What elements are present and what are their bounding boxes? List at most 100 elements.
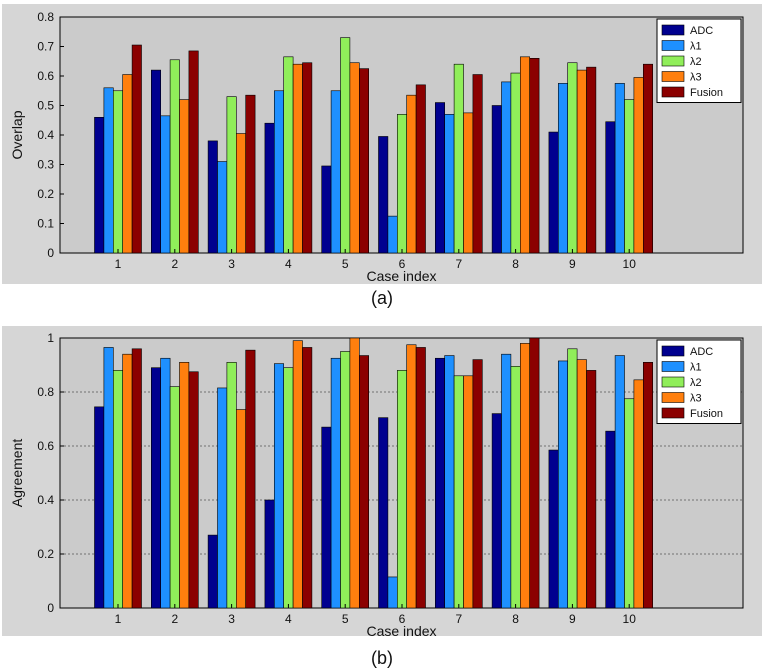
bar [188, 371, 199, 609]
bar [169, 386, 180, 609]
x-tick-label: 7 [455, 257, 462, 271]
y-tick-label: 0.8 [37, 10, 54, 24]
bar [472, 74, 483, 254]
bar [283, 367, 294, 609]
bar [378, 417, 389, 609]
legend-label: λ2 [690, 56, 702, 68]
legend-swatch [661, 55, 685, 67]
bar [94, 117, 105, 254]
x-tick-label: 9 [569, 257, 576, 271]
bar [207, 534, 218, 609]
bar [302, 62, 313, 254]
bar [330, 90, 341, 254]
bar [273, 363, 284, 609]
bar [292, 340, 303, 609]
bar [642, 361, 653, 609]
bar [519, 56, 530, 254]
y-tick-label: 0.3 [37, 158, 54, 172]
x-axis-label: Case index [366, 623, 436, 639]
bar [245, 94, 256, 254]
bar [131, 348, 142, 609]
bar [463, 375, 474, 609]
bar [358, 68, 369, 254]
bar [453, 63, 464, 254]
bar [264, 499, 275, 609]
bar [169, 59, 180, 254]
x-tick-label: 4 [285, 612, 292, 626]
bar [434, 357, 445, 609]
bar [415, 84, 426, 254]
bar [576, 359, 587, 609]
bar [179, 361, 190, 609]
bar [340, 37, 351, 254]
bar [510, 366, 521, 609]
bar [340, 351, 351, 609]
bar [624, 99, 635, 254]
legend-label: λ1 [690, 41, 702, 53]
bar [245, 349, 256, 609]
bar [491, 413, 502, 609]
x-tick-label: 4 [285, 257, 292, 271]
legend-swatch [661, 376, 685, 388]
agreement-chart: 0 0.2 0.4 0.6 0.8 1 1 2 3 4 5 6 7 8 9 10 Case index Agree… [2, 326, 762, 639]
bar [491, 105, 502, 254]
bar [113, 90, 124, 254]
bar [463, 112, 474, 254]
y-tick-label: 0.6 [37, 69, 54, 83]
bar [529, 57, 540, 254]
bar [472, 359, 483, 609]
bar [501, 81, 512, 254]
legend-label: ADC [690, 346, 713, 358]
bar [548, 449, 559, 609]
legend-swatch [661, 392, 685, 403]
bar [605, 121, 616, 254]
bar [236, 409, 247, 609]
bar [529, 337, 540, 609]
bar [188, 50, 199, 254]
y-tick-label: 0.2 [37, 547, 54, 561]
bar [217, 161, 228, 254]
bar [387, 576, 398, 609]
bar [387, 215, 398, 254]
bar [131, 44, 142, 254]
x-tick-label: 7 [455, 612, 462, 626]
bar [236, 133, 247, 254]
legend-label: λ1 [690, 362, 702, 374]
y-tick-label: 0 [47, 246, 54, 260]
bar [510, 72, 521, 254]
legend-swatch [661, 24, 685, 36]
bar [321, 426, 332, 609]
bar [358, 355, 369, 609]
bar [378, 136, 389, 254]
overlap-chart: 0 0.1 0.2 0.3 0.4 0.5 0.6 0.7 0.8 1 2 3 4 5 6 7 8 9 10 Case… [2, 4, 762, 284]
bar [273, 90, 284, 254]
bar [453, 375, 464, 609]
x-tick-label: 5 [342, 257, 349, 271]
x-tick-label: 9 [569, 612, 576, 626]
y-tick-label: 0.4 [37, 493, 54, 507]
x-tick-label: 6 [399, 612, 406, 626]
bar [160, 115, 171, 254]
bar [557, 83, 568, 254]
legend-swatch [661, 40, 685, 51]
x-tick-label: 2 [171, 612, 178, 626]
legend-swatch [661, 345, 685, 357]
bar [302, 347, 313, 609]
bar [557, 360, 568, 609]
bar [567, 348, 578, 609]
bar [586, 370, 597, 609]
bar [217, 387, 228, 609]
x-tick-label: 8 [512, 257, 519, 271]
bar [614, 355, 625, 609]
legend-label: λ3 [690, 72, 702, 84]
legend-swatch [661, 361, 685, 372]
bar [624, 398, 635, 609]
bar [576, 69, 587, 254]
bar [113, 370, 124, 609]
bar [614, 83, 625, 254]
x-tick-label: 3 [228, 257, 235, 271]
bar [283, 56, 294, 254]
y-tick-label: 0 [47, 601, 54, 615]
y-tick-label: 0.7 [37, 40, 54, 54]
y-tick-label: 1 [47, 331, 54, 345]
